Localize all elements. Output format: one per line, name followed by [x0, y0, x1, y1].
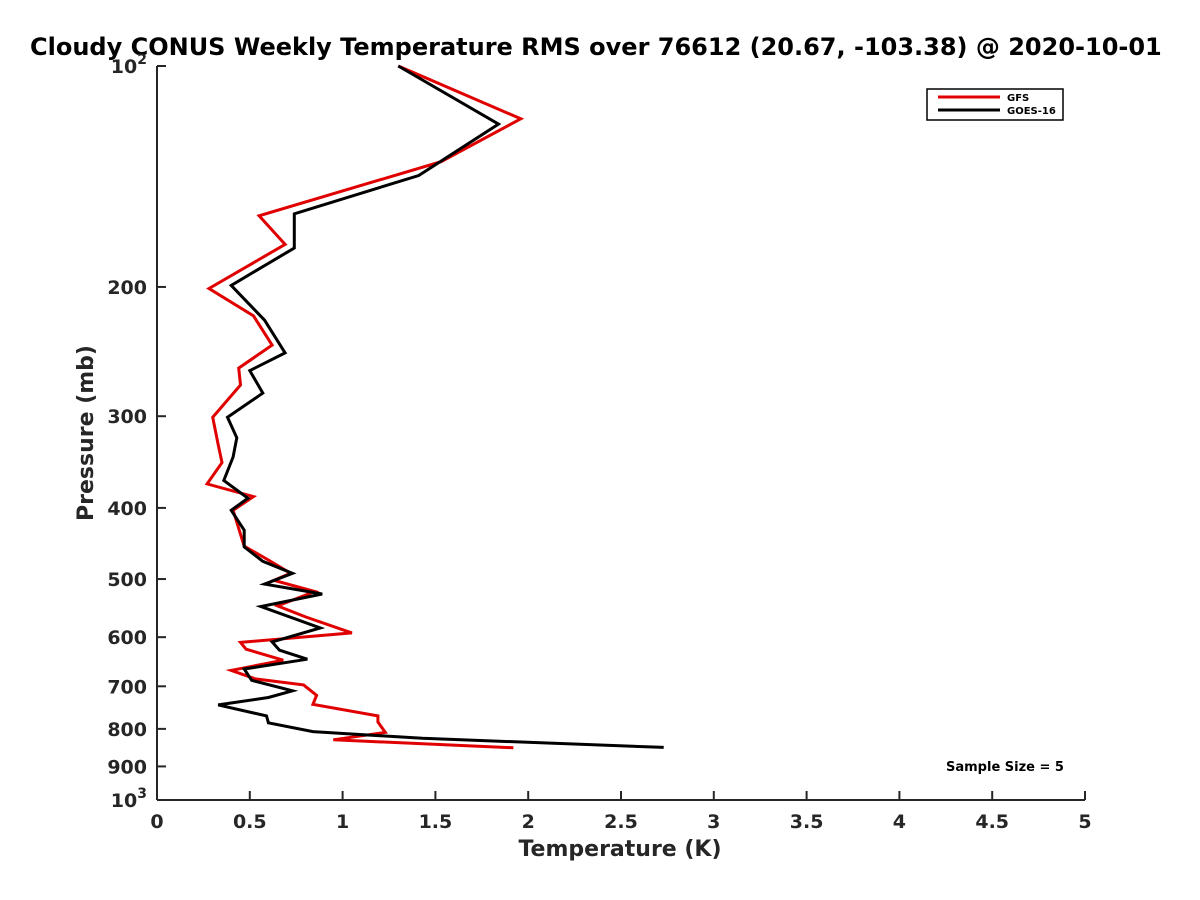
y-tick-label: 700 — [107, 676, 147, 698]
x-tick-label: 1 — [336, 811, 349, 833]
chart-title: Cloudy CONUS Weekly Temperature RMS over… — [30, 33, 1162, 61]
y-tick-label: 600 — [107, 627, 147, 649]
x-tick-label: 0.5 — [233, 811, 267, 833]
x-tick-label: 3.5 — [790, 811, 824, 833]
legend-box — [926, 88, 1064, 121]
series-layer — [204, 64, 664, 750]
y-tick-label: 400 — [107, 498, 147, 520]
x-tick-label: 0 — [150, 811, 163, 833]
y-tick-label: 800 — [107, 719, 147, 741]
x-axis-ticks: 0 0.5 1 1.5 2 2.5 3 3.5 4 4.5 5 — [150, 791, 1092, 833]
x-axis-label: Temperature (K) — [518, 837, 721, 862]
legend: GFS GOES-16 — [926, 88, 1064, 121]
x-tick-label: 2.5 — [604, 811, 638, 833]
sample-size-annotation: Sample Size = 5 — [946, 760, 1064, 775]
y-tick-label: 500 — [107, 569, 147, 591]
y-tick-label: 300 — [107, 406, 147, 428]
y-axis-ticks: 102 200 300 400 500 600 700 800 900 103 — [107, 52, 166, 812]
y-tick-label: 103 — [111, 786, 147, 812]
x-tick-label: 4 — [893, 811, 906, 833]
y-axis-label: Pressure (mb) — [74, 345, 99, 521]
x-tick-label: 2 — [522, 811, 535, 833]
x-tick-label: 5 — [1078, 811, 1091, 833]
x-tick-label: 1.5 — [419, 811, 453, 833]
y-tick-label: 900 — [107, 756, 147, 778]
legend-label-goes16: GOES-16 — [1007, 106, 1056, 117]
x-tick-label: 3 — [707, 811, 720, 833]
legend-label-gfs: GFS — [1007, 93, 1029, 104]
y-tick-label: 102 — [111, 52, 147, 78]
x-tick-label: 4.5 — [975, 811, 1009, 833]
y-tick-label: 200 — [107, 277, 147, 299]
series-line-goes16 — [217, 64, 664, 749]
